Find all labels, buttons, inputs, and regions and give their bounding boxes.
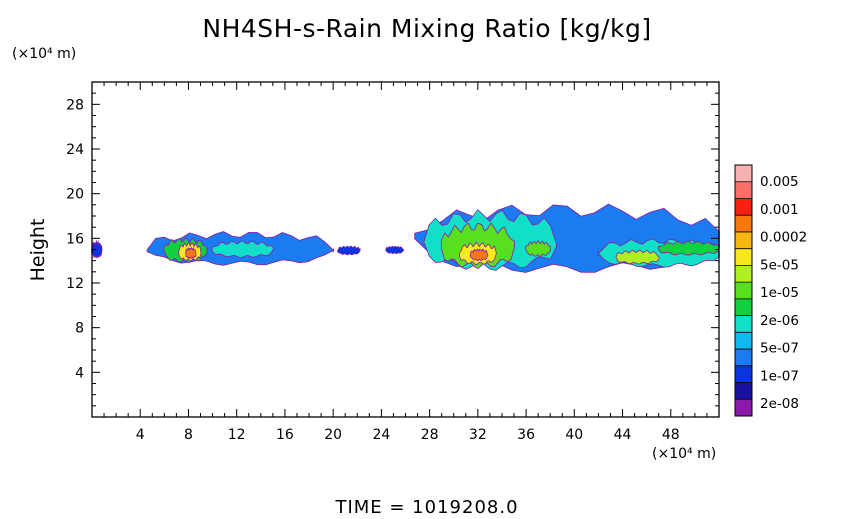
x-tick-label: 4 xyxy=(136,427,145,443)
y-tick-label: 20 xyxy=(66,187,84,203)
colorbar-swatch xyxy=(735,181,752,199)
colorbar-label: 2e-06 xyxy=(760,313,799,329)
colorbar-swatch xyxy=(735,231,752,249)
y-tick-label: 12 xyxy=(66,276,84,292)
y-tick-label: 4 xyxy=(75,365,84,381)
field-region xyxy=(212,241,273,258)
x-tick-label: 32 xyxy=(469,427,487,443)
field-region xyxy=(470,249,488,261)
colorbar-label: 1e-07 xyxy=(760,368,799,384)
colorbar-label: 2e-08 xyxy=(760,396,799,412)
y-tick-label: 16 xyxy=(66,231,84,247)
mixing-ratio-field xyxy=(91,203,720,273)
colorbar-swatch xyxy=(735,382,752,400)
colorbar-swatch xyxy=(735,282,752,299)
x-tick-label: 20 xyxy=(324,427,342,443)
y-axis-ticks: 4 8 12 16 20 24 28 xyxy=(66,92,719,407)
colorbar-swatch xyxy=(735,349,752,366)
chart-title: NH4SH-s-Rain Mixing Ratio [kg/kg] xyxy=(202,14,652,43)
x-tick-label: 24 xyxy=(372,427,390,443)
colorbar-swatch xyxy=(735,332,752,350)
colorbar-swatch xyxy=(735,315,752,333)
x-tick-label: 8 xyxy=(184,427,193,443)
colorbar-label: 5e-05 xyxy=(760,257,799,273)
colorbar-label: 5e-07 xyxy=(760,341,799,357)
field-region xyxy=(526,241,551,256)
field-region xyxy=(338,246,360,255)
field-region xyxy=(386,246,404,254)
x-tick-label: 16 xyxy=(276,427,294,443)
x-tick-label: 48 xyxy=(662,427,680,443)
colorbar: 0.005 0.001 0.0002 5e-05 1e-05 2e-06 5e-07 1e-0… xyxy=(734,164,807,417)
colorbar-swatch xyxy=(735,365,752,383)
y-axis-unit: (×10⁴ m) xyxy=(12,46,77,62)
colorbar-swatch xyxy=(735,248,752,266)
y-tick-label: 28 xyxy=(66,97,84,113)
colorbar-label: 1e-05 xyxy=(760,285,799,301)
field-region xyxy=(186,248,196,258)
time-footer: TIME = 1019208.0 xyxy=(335,497,519,518)
field-region xyxy=(92,242,102,258)
x-tick-label: 28 xyxy=(421,427,439,443)
x-tick-label: 12 xyxy=(228,427,246,443)
colorbar-swatch xyxy=(735,215,752,232)
colorbar-label: 0.0002 xyxy=(760,230,807,246)
x-axis-unit: (×10⁴ m) xyxy=(652,446,717,462)
colorbar-label: 0.005 xyxy=(760,174,799,190)
colorbar-swatch xyxy=(735,165,752,182)
x-axis-ticks: 4 8 12 16 20 24 28 32 36 40 44 48 xyxy=(103,82,708,443)
colorbar-border xyxy=(734,164,753,417)
y-tick-label: 24 xyxy=(66,142,84,158)
x-tick-label: 44 xyxy=(614,427,632,443)
colorbar-swatch xyxy=(735,265,752,283)
colorbar-swatch xyxy=(735,399,752,416)
colorbar-swatch xyxy=(735,298,752,316)
x-tick-label: 40 xyxy=(565,427,583,443)
colorbar-label: 0.001 xyxy=(760,202,799,218)
colorbar-swatch xyxy=(735,198,752,216)
field-region xyxy=(658,241,719,255)
field-region xyxy=(616,250,659,264)
y-tick-label: 8 xyxy=(75,321,84,337)
x-tick-label: 36 xyxy=(517,427,535,443)
